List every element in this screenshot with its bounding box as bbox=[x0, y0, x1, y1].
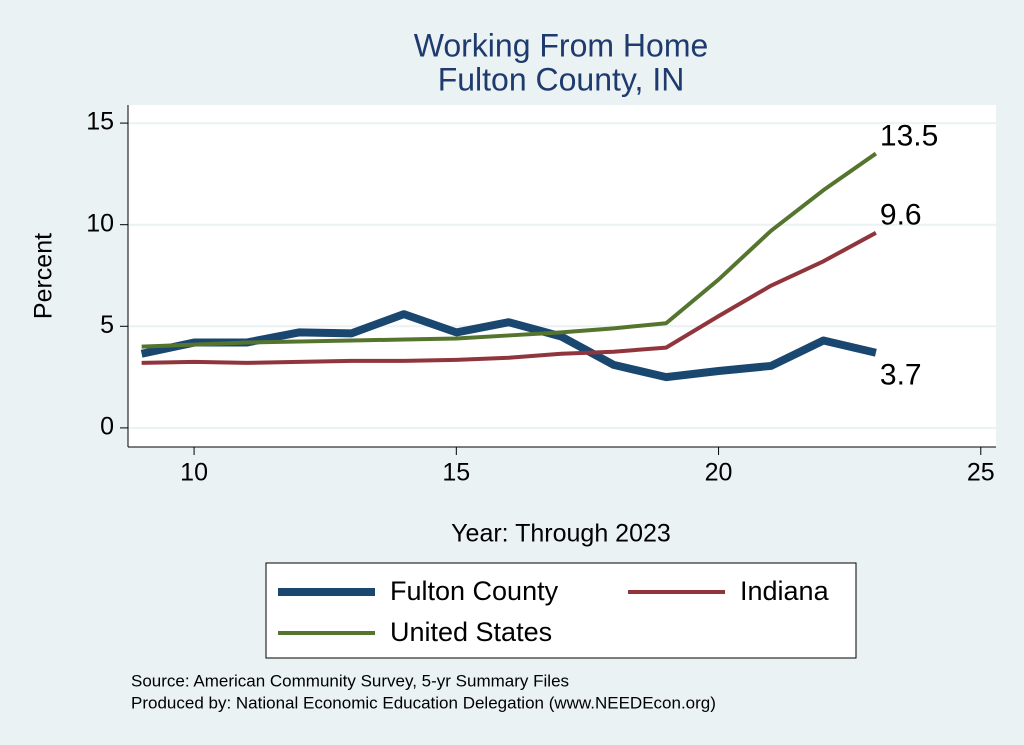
legend-label: Indiana bbox=[740, 576, 830, 606]
y-axis-title: Percent bbox=[30, 233, 58, 319]
x-tick-label: 20 bbox=[705, 459, 733, 487]
plot-area bbox=[128, 105, 996, 447]
legend-label: Fulton County bbox=[390, 576, 559, 606]
y-tick-label: 15 bbox=[86, 108, 114, 136]
note: Produced by: National Economic Education… bbox=[131, 693, 716, 712]
series-line bbox=[141, 151, 878, 349]
chart-title: Working From Home bbox=[414, 27, 709, 63]
note: Source: American Community Survey, 5-yr … bbox=[131, 671, 569, 690]
data-label: 13.5 bbox=[880, 119, 938, 152]
series-line bbox=[141, 231, 877, 365]
y-tick-label: 10 bbox=[86, 209, 114, 237]
x-tick-label: 25 bbox=[967, 459, 995, 487]
x-tick-label: 10 bbox=[180, 459, 208, 487]
y-tick-label: 0 bbox=[100, 413, 114, 441]
legend-label: United States bbox=[390, 617, 552, 647]
data-label: 3.7 bbox=[880, 359, 922, 392]
series-line bbox=[140, 310, 877, 382]
y-tick-label: 5 bbox=[100, 311, 114, 339]
legend bbox=[265, 562, 857, 659]
x-axis-title: Year: Through 2023 bbox=[451, 520, 671, 548]
x-tick-label: 15 bbox=[442, 459, 470, 487]
data-label: 9.6 bbox=[880, 199, 922, 232]
chart-title: Fulton County, IN bbox=[438, 61, 685, 97]
